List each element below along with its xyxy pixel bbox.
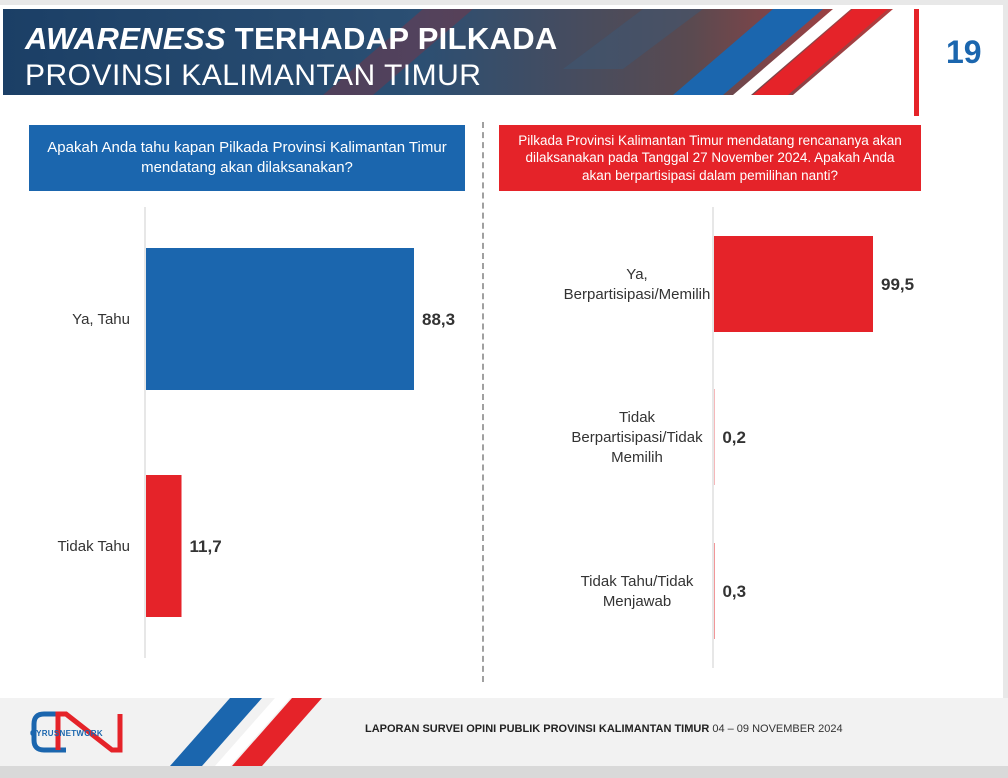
chart-1-category-label: Memilih (611, 449, 663, 466)
header-accent-bar (914, 9, 919, 116)
bar-charts: 88,3 Ya, Tahu 11,7 Tidak Tahu 99,5 Ya, Berpart… (57, 207, 914, 668)
chart-0-category-label: Ya, Tahu (72, 311, 130, 328)
header-banner: AWARENESS TERHADAP PILKADA PROVINSI KALI… (3, 9, 921, 95)
footer-report-title: LAPORAN SURVEI OPINI PUBLIK PROVINSI KAL… (365, 723, 843, 735)
chart-0-value-label: 88,3 (422, 310, 455, 329)
chart-1-value-label: 0,3 (722, 582, 746, 601)
chart-1-category-label: Berpartisipasi/Tidak (571, 429, 703, 446)
chart-0-bar (146, 248, 414, 390)
chart-1-value-label: 0,2 (722, 428, 746, 447)
footer-report-bold: LAPORAN SURVEI OPINI PUBLIK PROVINSI KAL… (365, 723, 710, 735)
page-title: AWARENESS TERHADAP PILKADA (25, 21, 558, 57)
footer: CYRUSNETWORK LAPORAN SURVEI OPINI PUBLIK… (0, 698, 1008, 766)
question-box-right: Pilkada Provinsi Kalimantan Timur mendat… (499, 125, 921, 191)
chart-0-value-label: 11,7 (190, 537, 222, 556)
page-subtitle: PROVINSI KALIMANTAN TIMUR (25, 59, 482, 92)
top-border (0, 0, 1008, 5)
chart-1-category-label: Tidak (619, 409, 656, 426)
chart-1-category-label: Menjawab (603, 593, 671, 610)
column-divider (482, 122, 484, 682)
right-border (1003, 0, 1008, 778)
footer-graphics (31, 698, 322, 766)
bottom-border (0, 766, 1008, 778)
cn-logo-icon (31, 711, 123, 753)
chart-1-bar (714, 236, 873, 332)
footer-report-dates: 04 – 09 NOVEMBER 2024 (709, 723, 843, 735)
title-rest: TERHADAP PILKADA (225, 21, 558, 56)
chart-0-category-label: Tidak Tahu (57, 538, 130, 555)
chart-1-value-label: 99,5 (881, 275, 914, 294)
chart-1-category-label: Tidak Tahu/Tidak (581, 573, 694, 590)
chart-0-bar (146, 475, 182, 617)
page-number: 19 (946, 34, 982, 70)
header-background (3, 9, 921, 95)
question-box-left: Apakah Anda tahu kapan Pilkada Provinsi … (29, 125, 465, 191)
chart-1-category-label: Berpartisipasi/Memilih (564, 286, 711, 303)
chart-1-category-label: Ya, (626, 266, 647, 283)
logo-wordmark: CYRUSNETWORK (30, 729, 103, 738)
title-italic: AWARENESS (25, 21, 226, 56)
